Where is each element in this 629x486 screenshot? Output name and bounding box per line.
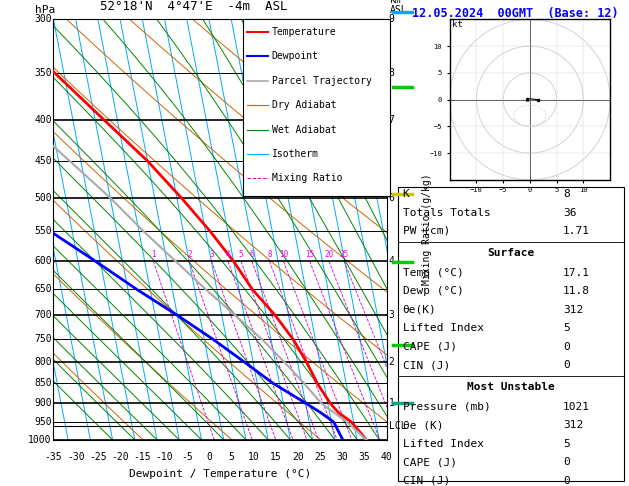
- Text: km
ASL: km ASL: [390, 0, 408, 15]
- Text: CAPE (J): CAPE (J): [403, 457, 457, 468]
- Text: 1: 1: [389, 398, 394, 408]
- Text: -15: -15: [133, 452, 151, 463]
- Bar: [398, 187, 625, 481]
- Text: 312: 312: [563, 305, 583, 315]
- Text: 1.71: 1.71: [563, 226, 590, 236]
- Text: 0: 0: [206, 452, 212, 463]
- Text: 4: 4: [389, 257, 394, 266]
- Text: 750: 750: [34, 334, 52, 345]
- Text: 600: 600: [34, 257, 52, 266]
- Text: 12.05.2024  00GMT  (Base: 12): 12.05.2024 00GMT (Base: 12): [413, 7, 619, 20]
- Text: 15: 15: [270, 452, 282, 463]
- Text: 0: 0: [563, 476, 570, 486]
- FancyBboxPatch shape: [243, 19, 390, 196]
- Text: 6: 6: [389, 193, 394, 203]
- Text: 450: 450: [34, 156, 52, 166]
- Text: Dry Adiabat: Dry Adiabat: [272, 100, 337, 110]
- Text: 5: 5: [563, 323, 570, 333]
- Text: Most Unstable: Most Unstable: [467, 382, 555, 393]
- Text: 20: 20: [292, 452, 304, 463]
- Text: Wet Adiabat: Wet Adiabat: [272, 124, 337, 135]
- Text: 10: 10: [279, 250, 288, 260]
- Text: PW (cm): PW (cm): [403, 226, 450, 236]
- Text: Dewpoint: Dewpoint: [272, 52, 319, 61]
- Text: 11.8: 11.8: [563, 286, 590, 296]
- Text: -30: -30: [67, 452, 84, 463]
- Text: Pressure (mb): Pressure (mb): [403, 402, 491, 412]
- Text: Isotherm: Isotherm: [272, 149, 319, 159]
- Text: Dewpoint / Temperature (°C): Dewpoint / Temperature (°C): [129, 469, 311, 479]
- Text: Surface: Surface: [487, 248, 535, 259]
- Text: CIN (J): CIN (J): [403, 476, 450, 486]
- Text: -20: -20: [111, 452, 129, 463]
- Text: Temp (°C): Temp (°C): [403, 268, 464, 278]
- Text: 5: 5: [563, 439, 570, 449]
- Text: 4: 4: [226, 250, 230, 260]
- Text: 2: 2: [389, 357, 394, 367]
- Text: Lifted Index: Lifted Index: [403, 323, 484, 333]
- Text: kt: kt: [452, 20, 463, 30]
- Text: 300: 300: [34, 15, 52, 24]
- Text: 7: 7: [389, 115, 394, 125]
- Text: 800: 800: [34, 357, 52, 367]
- Text: 500: 500: [34, 193, 52, 203]
- Text: -10: -10: [156, 452, 174, 463]
- Text: 850: 850: [34, 378, 52, 388]
- Text: 1000: 1000: [28, 435, 52, 445]
- Text: hPa: hPa: [35, 5, 55, 15]
- Text: θe (K): θe (K): [403, 420, 443, 431]
- Text: 17.1: 17.1: [563, 268, 590, 278]
- Text: 25: 25: [314, 452, 326, 463]
- Text: 0: 0: [563, 360, 570, 370]
- Text: 900: 900: [34, 398, 52, 408]
- Text: -35: -35: [45, 452, 62, 463]
- Text: 35: 35: [359, 452, 370, 463]
- Text: LCL: LCL: [389, 420, 406, 431]
- Text: 6: 6: [250, 250, 254, 260]
- Text: Temperature: Temperature: [272, 27, 337, 37]
- Text: 30: 30: [337, 452, 348, 463]
- Text: 9: 9: [389, 15, 394, 24]
- Text: Parcel Trajectory: Parcel Trajectory: [272, 76, 372, 86]
- Text: 0: 0: [563, 342, 570, 352]
- Text: 5: 5: [228, 452, 234, 463]
- Text: θe(K): θe(K): [403, 305, 437, 315]
- Text: 700: 700: [34, 310, 52, 320]
- Text: 950: 950: [34, 417, 52, 427]
- Text: 8: 8: [563, 189, 570, 199]
- Text: 15: 15: [305, 250, 314, 260]
- Text: 52°18'N  4°47'E  -4m  ASL: 52°18'N 4°47'E -4m ASL: [100, 0, 287, 13]
- Text: Mixing Ratio: Mixing Ratio: [272, 174, 342, 183]
- Text: 0: 0: [563, 457, 570, 468]
- Text: 3: 3: [389, 310, 394, 320]
- Text: 1: 1: [151, 250, 156, 260]
- Text: 2: 2: [187, 250, 192, 260]
- Text: Mixing Ratio (g/kg): Mixing Ratio (g/kg): [422, 174, 432, 285]
- Text: 1021: 1021: [563, 402, 590, 412]
- Text: 20: 20: [325, 250, 333, 260]
- Text: Lifted Index: Lifted Index: [403, 439, 484, 449]
- Text: 550: 550: [34, 226, 52, 236]
- Text: 350: 350: [34, 68, 52, 78]
- Text: 36: 36: [563, 208, 576, 218]
- Text: 8: 8: [389, 68, 394, 78]
- Text: 650: 650: [34, 284, 52, 295]
- Text: 40: 40: [381, 452, 392, 463]
- Text: 5: 5: [239, 250, 243, 260]
- Text: 10: 10: [248, 452, 259, 463]
- Text: Totals Totals: Totals Totals: [403, 208, 491, 218]
- Text: K: K: [403, 189, 409, 199]
- Text: 400: 400: [34, 115, 52, 125]
- Text: 3: 3: [209, 250, 214, 260]
- Text: Dewp (°C): Dewp (°C): [403, 286, 464, 296]
- Text: -5: -5: [181, 452, 192, 463]
- Text: 312: 312: [563, 420, 583, 431]
- Text: -25: -25: [89, 452, 107, 463]
- Text: CIN (J): CIN (J): [403, 360, 450, 370]
- Text: 25: 25: [340, 250, 349, 260]
- Text: CAPE (J): CAPE (J): [403, 342, 457, 352]
- Text: 8: 8: [267, 250, 272, 260]
